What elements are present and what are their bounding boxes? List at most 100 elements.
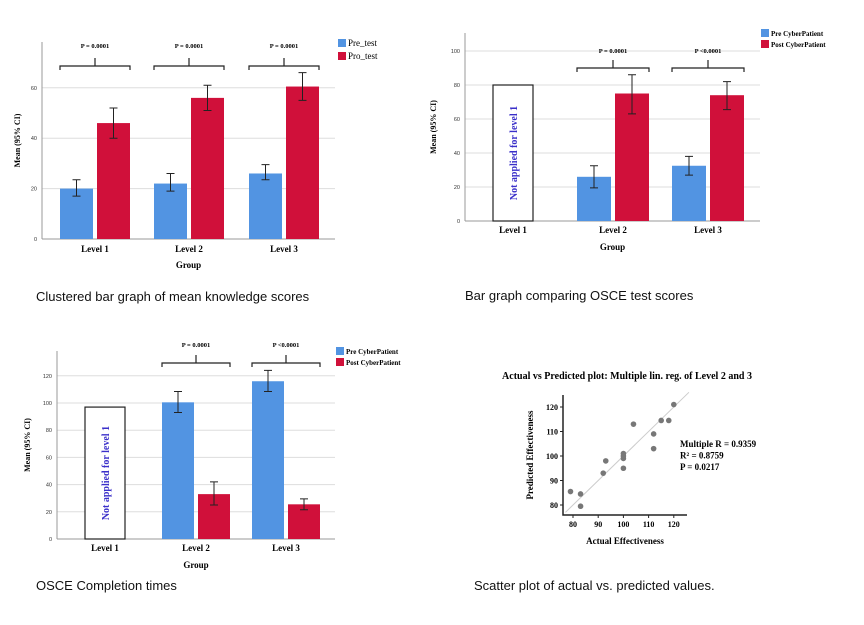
data-point — [650, 431, 657, 437]
x-tick-label: Level 2 — [175, 244, 203, 254]
x-tick-label: Level 3 — [270, 244, 298, 254]
bar-pre — [60, 188, 93, 239]
data-point — [650, 445, 657, 452]
x-tick-label: 80 — [569, 520, 577, 529]
x-tick-label: 120 — [668, 520, 680, 529]
legend-swatch — [761, 40, 769, 48]
legend-label: Pro_test — [348, 51, 378, 61]
error-bar — [264, 369, 272, 392]
y-tick-label: 40 — [31, 136, 37, 142]
y-tick-label: 60 — [46, 455, 52, 461]
not-applied-box — [492, 84, 534, 222]
p-value-label: P <0.0001 — [695, 48, 722, 55]
x-tick-label: Level 3 — [694, 225, 722, 235]
data-point — [577, 503, 584, 510]
legend-swatch — [336, 347, 344, 355]
data-point — [620, 465, 627, 472]
bar-pre — [252, 381, 284, 539]
error-bar — [300, 498, 308, 511]
data-point — [567, 488, 574, 495]
error-bar — [174, 390, 182, 414]
y-axis-label: Predicted Effectiveness — [525, 410, 535, 500]
y-tick-label: 20 — [31, 187, 37, 193]
x-axis-label: Group — [600, 242, 625, 252]
x-axis-label: Actual Effectiveness — [586, 536, 664, 546]
error-bar — [723, 81, 731, 111]
stat-label: R² = 0.8759 — [680, 451, 724, 461]
bar-pre — [162, 402, 194, 539]
legend-label: Post CyberPatient — [771, 41, 826, 49]
x-tick-label: 110 — [643, 520, 655, 529]
y-tick-label: 0 — [49, 537, 52, 543]
y-axis-label: Mean (95% CI) — [23, 418, 32, 472]
legend-label: Post CyberPatient — [346, 359, 401, 367]
y-tick-label: 20 — [46, 510, 52, 516]
data-point — [658, 417, 664, 424]
significance-bracket — [671, 60, 745, 72]
y-tick-label: 120 — [546, 403, 558, 412]
legend-label: Pre CyberPatient — [346, 348, 399, 356]
chart-title: Actual vs Predicted plot: Multiple lin. … — [502, 371, 752, 382]
p-value-label: P = 0.0001 — [599, 48, 627, 55]
bar-post — [191, 97, 224, 239]
x-tick-label: 90 — [594, 520, 602, 529]
bar-post — [97, 123, 130, 239]
error-bar — [261, 164, 270, 181]
y-tick-label: 100 — [451, 49, 460, 55]
significance-bracket — [161, 355, 231, 367]
caption-osce-scores: Bar graph comparing OSCE test scores — [465, 288, 694, 303]
error-bar — [166, 172, 175, 192]
bar-pre — [154, 183, 187, 239]
data-point — [600, 470, 607, 476]
error-bar — [203, 84, 212, 111]
y-tick-label: 40 — [46, 483, 52, 489]
legend-swatch — [761, 29, 769, 37]
y-axis-label: Mean (95% CI) — [429, 100, 438, 154]
not-applied-box — [84, 406, 126, 540]
y-tick-label: 0 — [457, 219, 460, 225]
x-tick-label: Level 1 — [91, 543, 119, 553]
y-tick-label: 40 — [454, 151, 460, 157]
caption-osce-times: OSCE Completion times — [36, 578, 177, 593]
scatter-axes — [562, 395, 687, 516]
x-axis-label: Group — [183, 560, 208, 570]
x-tick-label: Level 1 — [81, 244, 109, 254]
p-value-label: P = 0.0001 — [175, 43, 203, 50]
legend-swatch — [336, 358, 344, 366]
significance-bracket — [59, 58, 131, 70]
x-tick-label: Level 3 — [272, 543, 300, 553]
y-tick-label: 60 — [454, 117, 460, 123]
fit-line — [565, 391, 690, 513]
y-tick-label: 80 — [46, 428, 52, 434]
y-axis-label: Mean (95% CI) — [13, 113, 22, 167]
error-bar — [109, 107, 118, 139]
y-tick-label: 0 — [34, 237, 37, 243]
y-tick-label: 120 — [43, 374, 52, 380]
significance-bracket — [251, 355, 321, 367]
y-tick-label: 80 — [550, 501, 558, 510]
data-point — [602, 458, 609, 464]
y-tick-label: 60 — [31, 86, 37, 92]
x-axis-label: Group — [176, 260, 201, 270]
legend-label: Pre_test — [348, 38, 377, 48]
y-tick-label: 90 — [550, 477, 558, 486]
not-applied-label: Not applied for level 1 — [101, 426, 112, 520]
data-point — [620, 450, 627, 457]
not-applied-label: Not applied for level 1 — [509, 106, 520, 200]
error-bar — [298, 72, 307, 101]
p-value-label: P = 0.0001 — [270, 43, 298, 50]
data-point — [671, 401, 677, 408]
p-value-label: P <0.0001 — [273, 342, 300, 349]
x-tick-label: Level 2 — [599, 225, 627, 235]
y-tick-label: 100 — [546, 452, 558, 461]
data-point — [630, 421, 637, 427]
x-tick-label: Level 2 — [182, 543, 210, 553]
error-bar — [210, 481, 218, 506]
data-point — [665, 417, 672, 424]
y-tick-label: 110 — [546, 428, 558, 437]
stat-label: Multiple R = 0.9359 — [680, 439, 757, 449]
caption-scatter: Scatter plot of actual vs. predicted val… — [474, 578, 715, 593]
error-bar — [72, 179, 81, 197]
bar-post — [615, 93, 649, 221]
